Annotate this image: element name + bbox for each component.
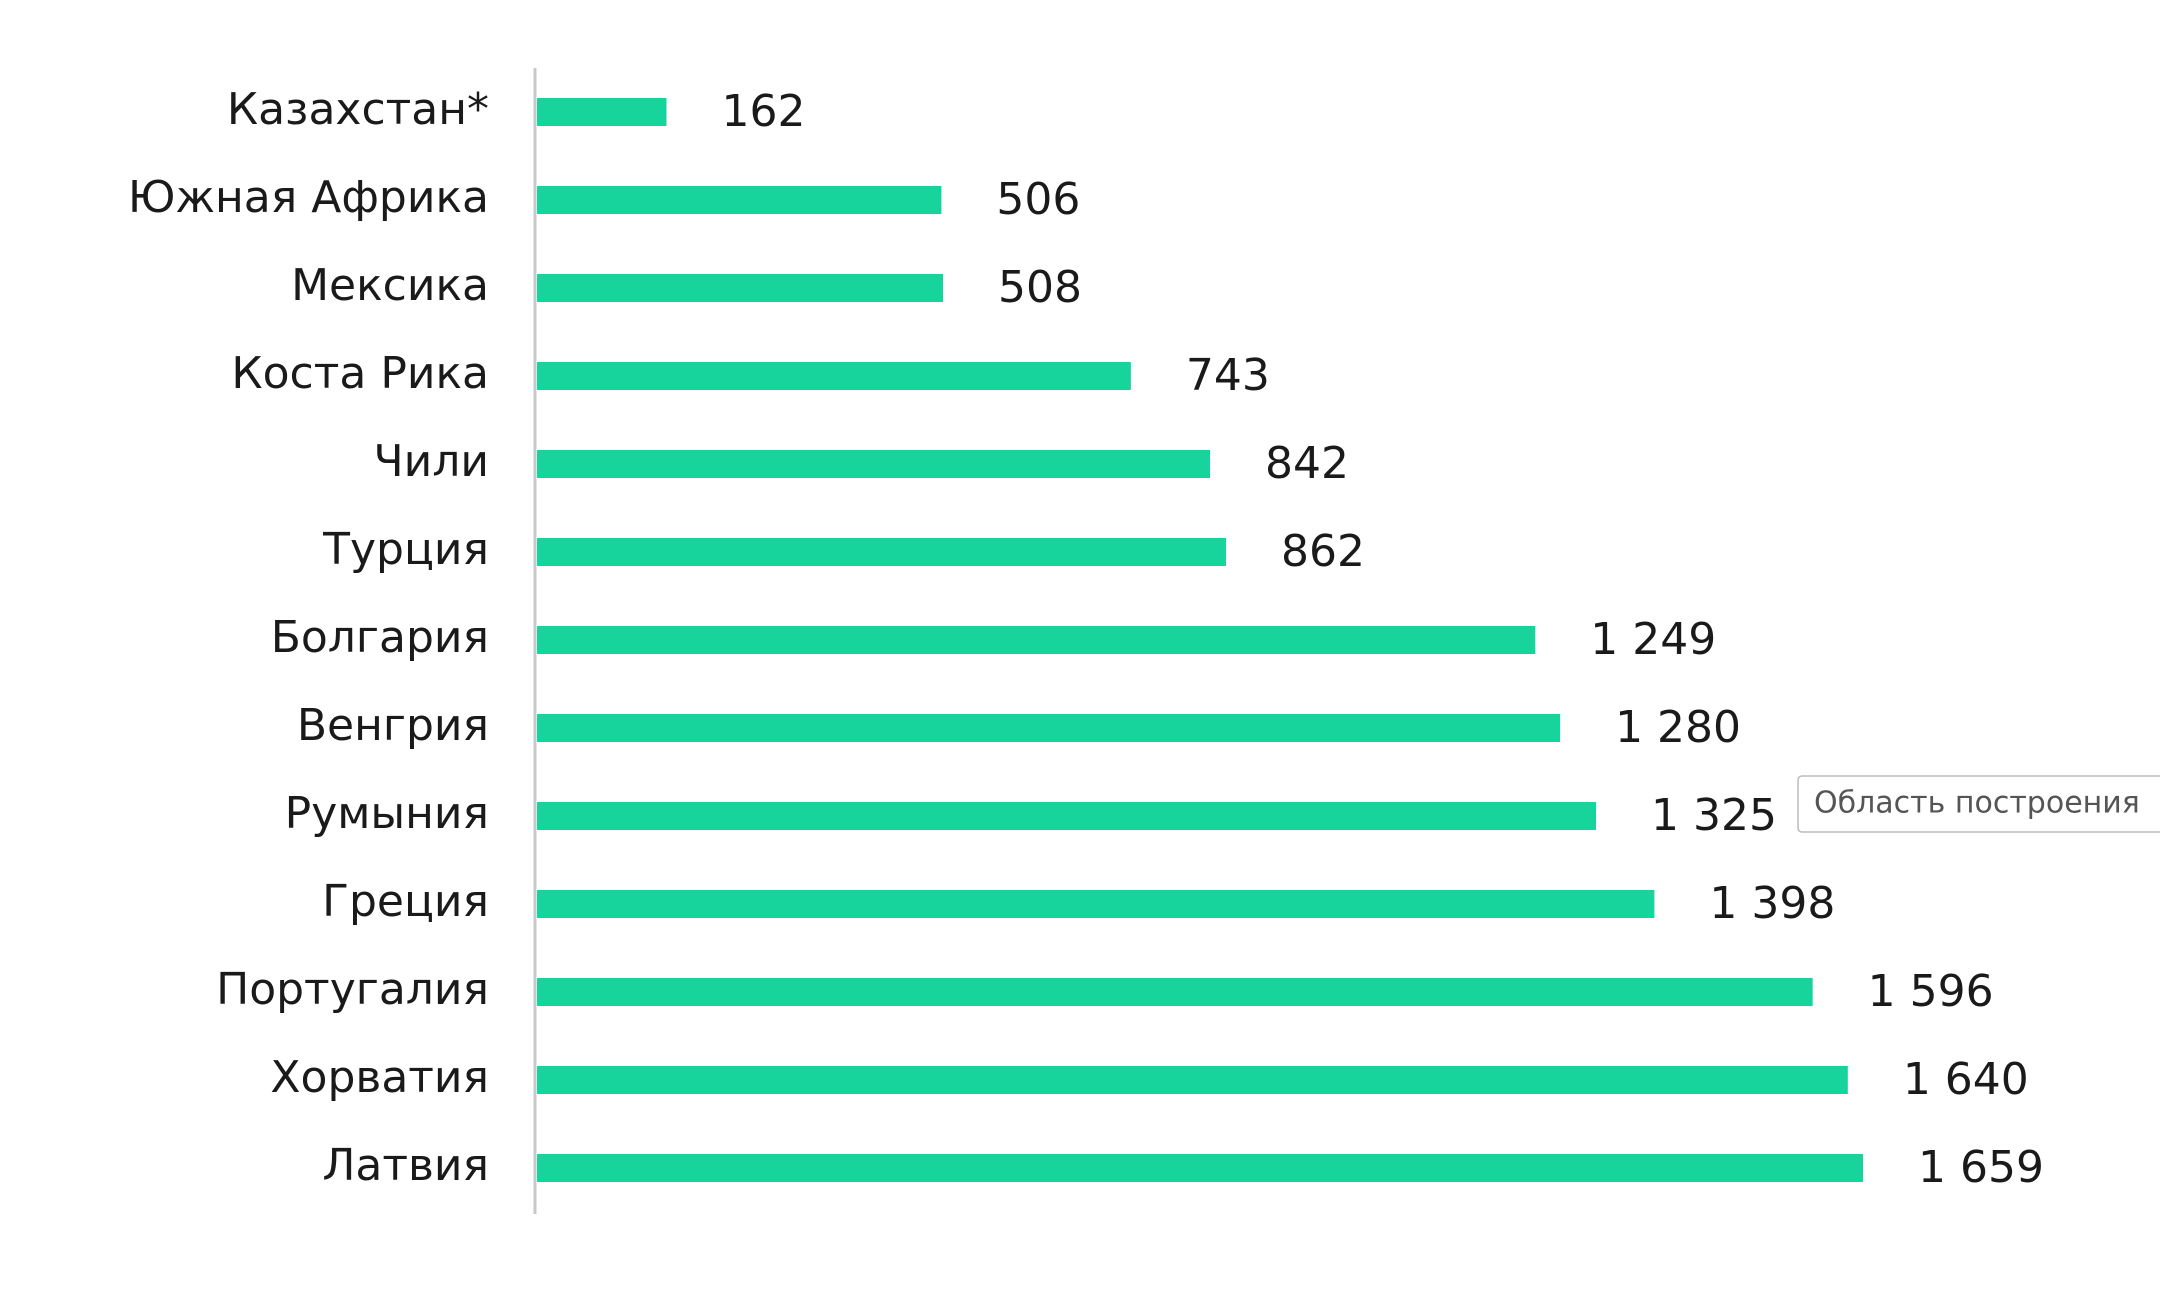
value-label: 1 596	[1868, 966, 1994, 1017]
bar	[537, 98, 667, 126]
value-label: 506	[996, 174, 1080, 225]
bar	[537, 802, 1597, 830]
category-label: Латвия	[322, 1140, 489, 1191]
value-label: 508	[998, 262, 1082, 313]
bar	[537, 538, 1226, 566]
bar	[537, 186, 942, 214]
bar	[537, 978, 1813, 1006]
bar	[537, 890, 1655, 918]
value-label: 1 398	[1709, 878, 1835, 929]
bar	[537, 450, 1210, 478]
category-label: Казахстан*	[227, 84, 489, 135]
category-label: Болгария	[271, 612, 489, 663]
category-label: Турция	[322, 524, 489, 575]
category-label: Греция	[322, 876, 489, 927]
bar	[537, 362, 1131, 390]
category-label: Хорватия	[270, 1052, 489, 1103]
value-label: 743	[1186, 350, 1270, 401]
category-label: Португалия	[216, 964, 489, 1015]
value-label: 1 249	[1590, 614, 1716, 665]
category-label: Мексика	[291, 260, 489, 311]
tooltip-box	[1797, 775, 2160, 833]
bar	[537, 714, 1561, 742]
bar	[537, 1066, 1848, 1094]
category-label: Чили	[374, 436, 489, 487]
category-label: Румыния	[285, 788, 489, 839]
value-label: 1 640	[1903, 1054, 2029, 1105]
tooltip-text: Область построения	[1814, 786, 2140, 821]
value-label: 1 659	[1918, 1142, 2044, 1193]
bar	[537, 626, 1536, 654]
category-label: Южная Африка	[128, 172, 489, 223]
tooltip: Область построения	[1797, 775, 2160, 833]
bar	[537, 274, 944, 302]
value-label: 1 280	[1615, 702, 1741, 753]
value-label: 1 325	[1651, 790, 1777, 841]
value-label: 162	[721, 86, 805, 137]
value-label: 862	[1281, 526, 1365, 577]
bar	[537, 1154, 1863, 1182]
category-label: Венгрия	[297, 700, 489, 751]
value-label: 842	[1265, 438, 1349, 489]
category-label: Коста Рика	[231, 348, 489, 399]
